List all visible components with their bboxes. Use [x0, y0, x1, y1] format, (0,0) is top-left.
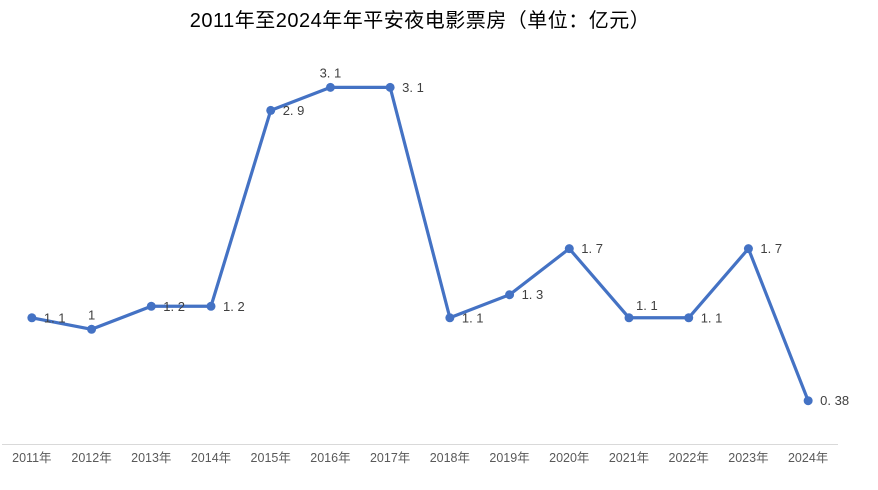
data-point — [684, 313, 694, 323]
data-label: 1. 1 — [462, 310, 484, 325]
chart-title: 2011年至2024年年平安夜电影票房（单位：亿元） — [190, 9, 651, 32]
data-point — [803, 396, 813, 406]
x-tick-label: 2013年 — [131, 451, 171, 465]
data-label: 2. 9 — [283, 103, 305, 118]
data-label: 1. 7 — [581, 241, 603, 256]
data-label: 1. 1 — [636, 298, 658, 313]
x-tick-label: 2015年 — [251, 451, 291, 465]
data-point — [385, 82, 395, 92]
data-label: 1. 7 — [760, 241, 782, 256]
data-label: 1. 2 — [223, 299, 245, 314]
data-label: 1. 1 — [44, 310, 66, 325]
data-point — [206, 301, 216, 311]
data-label: 1. 3 — [522, 287, 544, 302]
data-label: 0. 38 — [820, 393, 849, 408]
data-label: 3. 1 — [320, 65, 342, 80]
data-point — [266, 105, 276, 115]
data-point — [27, 313, 37, 323]
line-series: 1. 1 2011年 1 2012年 1. 2 2013年 1. 2 2014年 2. 9 201… — [2, 65, 849, 465]
data-label: 1 — [88, 307, 95, 322]
data-point — [624, 313, 634, 323]
data-point — [505, 290, 515, 300]
x-tick-label: 2022年 — [669, 451, 709, 465]
data-point — [87, 324, 97, 334]
x-tick-label: 2012年 — [71, 451, 111, 465]
x-tick-label: 2019年 — [489, 451, 529, 465]
x-tick-label: 2017年 — [370, 451, 410, 465]
x-tick-label: 2024年 — [788, 451, 828, 465]
series-line — [30, 85, 810, 403]
x-tick-label: 2023年 — [728, 451, 768, 465]
x-tick-label: 2020年 — [549, 451, 589, 465]
x-tick-label: 2011年 — [12, 451, 51, 465]
data-point — [743, 244, 753, 254]
x-tick-label: 2014年 — [191, 451, 231, 465]
data-point — [325, 82, 335, 92]
x-tick-label: 2016年 — [310, 451, 350, 465]
data-label: 1. 2 — [163, 299, 185, 314]
data-label: 3. 1 — [402, 80, 424, 95]
data-point — [445, 313, 455, 323]
data-point — [146, 301, 156, 311]
data-point — [564, 244, 574, 254]
data-label: 1. 1 — [701, 310, 723, 325]
x-tick-label: 2021年 — [609, 451, 649, 465]
x-tick-label: 2018年 — [430, 451, 470, 465]
